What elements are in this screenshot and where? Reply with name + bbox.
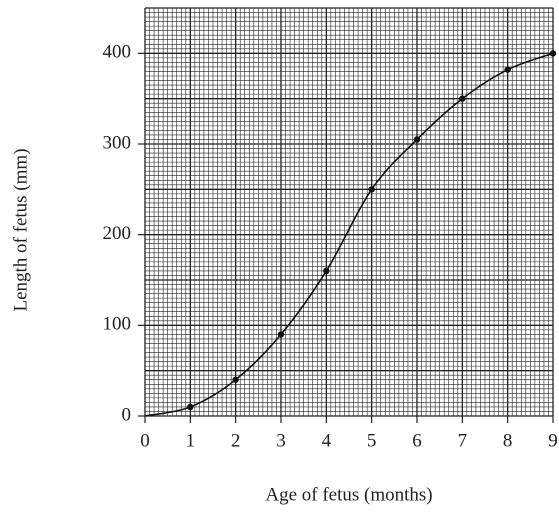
data-point — [277, 331, 285, 338]
y-tick-label: 300 — [103, 132, 132, 153]
data-point — [187, 403, 194, 411]
data-point — [323, 267, 330, 275]
x-tick-label: 4 — [322, 430, 332, 451]
data-point — [368, 186, 375, 193]
y-tick-label: 0 — [122, 404, 132, 425]
x-tick-label: 2 — [231, 430, 241, 451]
y-tick-label: 100 — [103, 314, 132, 335]
y-tick-label: 400 — [103, 42, 132, 63]
data-point — [549, 50, 557, 57]
y-axis-title: Length of fetus (mm) — [10, 148, 31, 311]
x-axis-title: Age of fetus (months) — [265, 484, 432, 505]
x-tick-label: 7 — [458, 430, 468, 451]
y-tick-label: 200 — [103, 223, 132, 244]
x-tick-label: 3 — [276, 430, 286, 451]
x-tick-label: 1 — [186, 430, 196, 451]
x-tick-label: 6 — [412, 430, 422, 451]
data-point — [459, 95, 466, 102]
data-point — [413, 136, 421, 143]
x-tick-label: 8 — [503, 430, 513, 451]
growth-curve — [144, 52, 554, 417]
data-point — [232, 376, 239, 383]
x-tick-label: 9 — [548, 430, 558, 451]
x-tick-label: 5 — [367, 430, 377, 451]
x-tick-label: 0 — [140, 430, 150, 451]
data-point — [504, 66, 511, 73]
